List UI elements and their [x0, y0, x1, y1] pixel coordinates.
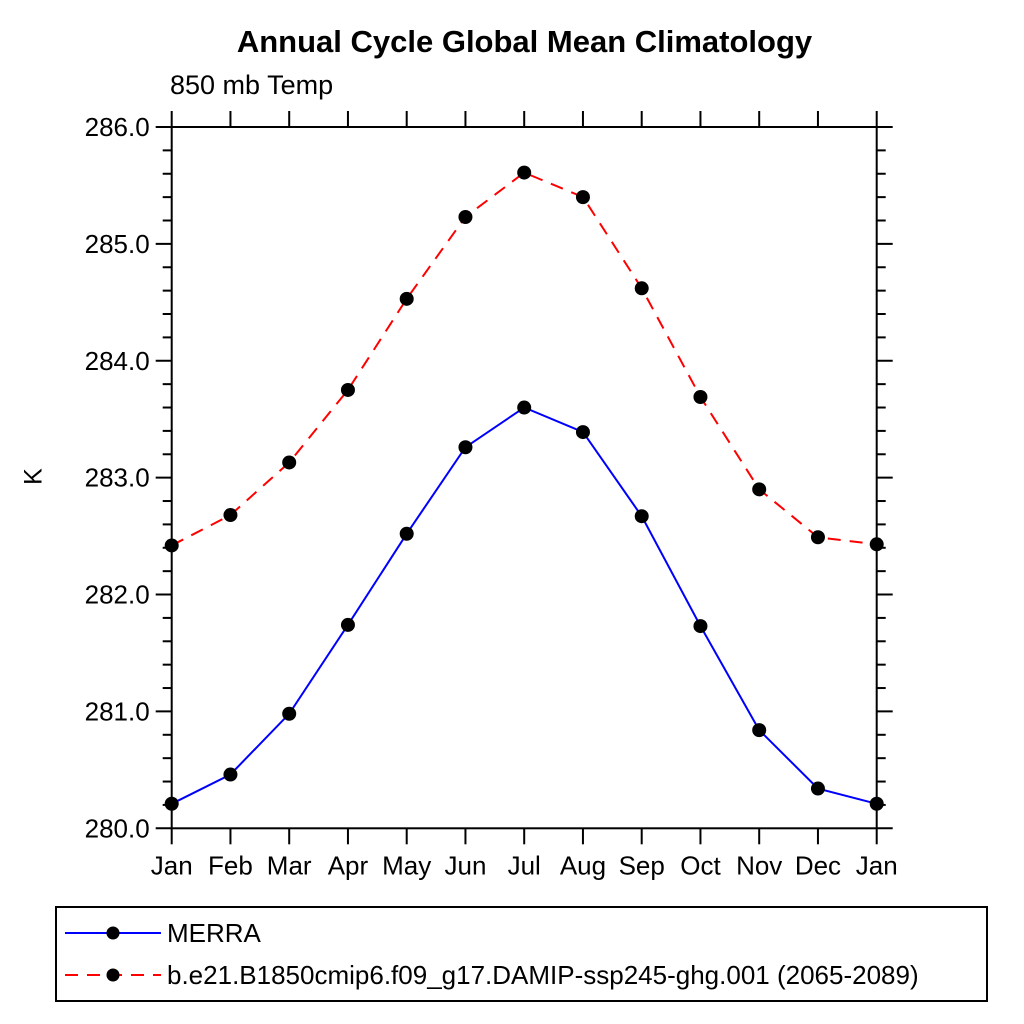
- x-axis-tick-label: Jul: [508, 850, 541, 880]
- data-point-0-May: [399, 526, 414, 541]
- x-axis-tick-label: Dec: [795, 850, 841, 880]
- data-point-0-Oct: [693, 619, 708, 634]
- data-point-0-Jun: [458, 440, 473, 455]
- series-line-1: [171, 171, 877, 547]
- data-point-0-Jan: [869, 796, 884, 811]
- data-point-0-Apr: [340, 617, 355, 632]
- data-point-1-Aug: [575, 190, 590, 205]
- legend-marker-icon: [106, 926, 120, 940]
- data-point-1-Dec: [810, 530, 825, 545]
- y-axis-tick-label: 280.0: [85, 813, 150, 843]
- y-axis-tick-label: 282.0: [85, 580, 150, 610]
- series-line-0: [171, 406, 877, 805]
- data-point-1-May: [399, 291, 414, 306]
- y-axis-tick-label: 285.0: [85, 229, 150, 259]
- data-point-1-Sep: [634, 281, 649, 296]
- data-point-1-Mar: [282, 455, 297, 470]
- data-point-1-Nov: [752, 482, 767, 497]
- y-axis-tick-label: 283.0: [85, 463, 150, 493]
- data-point-1-Jun: [458, 210, 473, 225]
- data-point-0-Feb: [223, 767, 238, 782]
- data-point-1-Oct: [693, 390, 708, 405]
- y-axis-tick-label: 286.0: [85, 112, 150, 142]
- data-point-1-Jul: [517, 165, 532, 180]
- x-axis-tick-label: Mar: [267, 850, 312, 880]
- legend-marker-icon: [106, 968, 120, 982]
- x-axis-tick-label: Jun: [444, 850, 486, 880]
- y-axis-tick-label: 284.0: [85, 346, 150, 376]
- legend-label: MERRA: [167, 917, 261, 948]
- data-point-0-Jan: [164, 796, 179, 811]
- data-point-1-Jan: [164, 538, 179, 553]
- x-axis-tick-label: Sep: [619, 850, 665, 880]
- legend-item-0: MERRA: [63, 918, 986, 949]
- legend-item-1: b.e21.B1850cmip6.f09_g17.DAMIP-ssp245-gh…: [63, 960, 986, 991]
- data-point-0-Sep: [634, 509, 649, 524]
- legend-box: MERRA b.e21.B1850cmip6.f09_g17.DAMIP-ssp2…: [55, 906, 988, 1002]
- data-point-0-Aug: [575, 425, 590, 440]
- chart-subtitle: 850 mb Temp: [170, 70, 334, 100]
- x-axis-tick-label: Apr: [328, 850, 369, 880]
- x-axis-tick-label: Oct: [680, 850, 721, 880]
- legend-label: b.e21.B1850cmip6.f09_g17.DAMIP-ssp245-gh…: [167, 959, 919, 990]
- data-point-0-Mar: [282, 706, 297, 721]
- x-axis-tick-label: Jan: [856, 850, 898, 880]
- y-axis-tick-label: 281.0: [85, 696, 150, 726]
- legend-line-sample: [65, 926, 161, 940]
- x-axis-tick-label: May: [382, 850, 431, 880]
- legend-line-sample: [65, 968, 161, 982]
- x-axis-tick-label: Feb: [208, 850, 253, 880]
- data-point-1-Jan: [869, 537, 884, 552]
- data-point-1-Apr: [340, 382, 355, 397]
- chart-title: Annual Cycle Global Mean Climatology: [236, 24, 813, 59]
- data-point-0-Jul: [517, 400, 532, 415]
- x-axis-tick-label: Jan: [151, 850, 193, 880]
- data-point-0-Dec: [810, 781, 825, 796]
- plot-frame: [170, 126, 878, 830]
- x-axis-tick-label: Nov: [736, 850, 782, 880]
- data-point-0-Nov: [752, 723, 767, 738]
- data-point-1-Feb: [223, 508, 238, 523]
- x-axis-tick-label: Aug: [560, 850, 606, 880]
